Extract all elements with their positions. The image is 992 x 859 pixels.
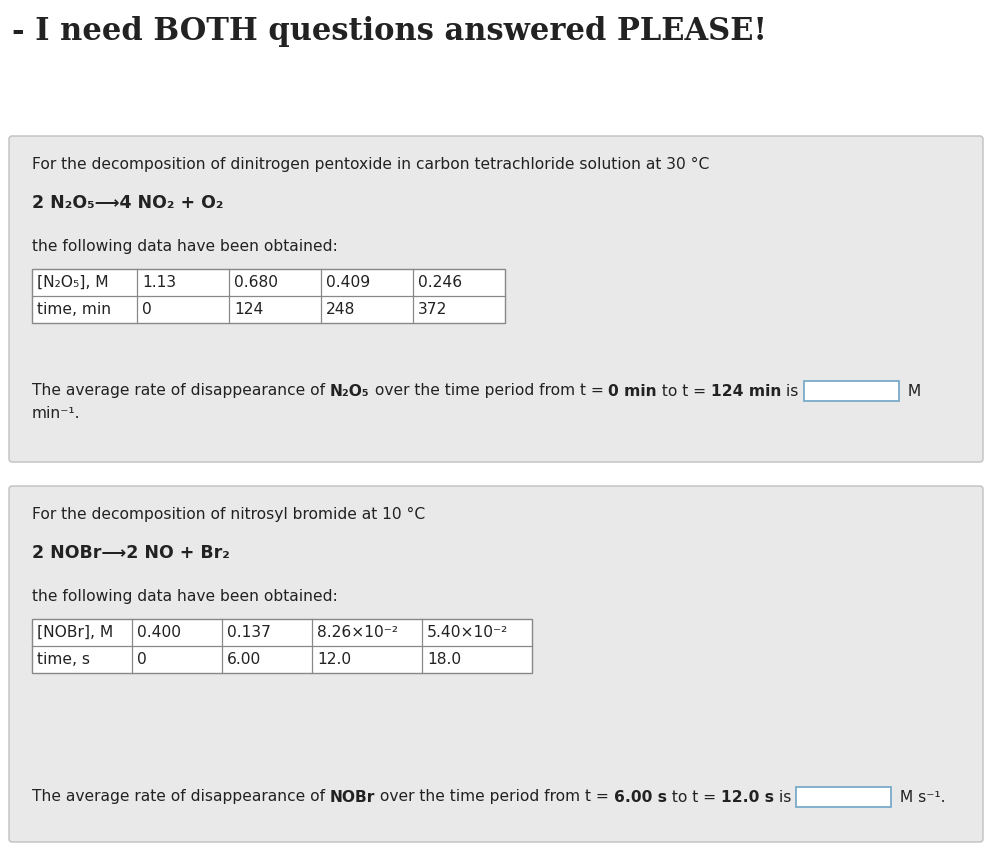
Text: is: is [782,383,804,399]
Text: the following data have been obtained:: the following data have been obtained: [32,589,337,604]
Text: The average rate of disappearance of: The average rate of disappearance of [32,383,330,399]
Text: 18.0: 18.0 [427,652,461,667]
Text: 0.246: 0.246 [418,275,462,290]
Text: 124 min: 124 min [711,383,782,399]
FancyBboxPatch shape [9,486,983,842]
Text: The average rate of disappearance of: The average rate of disappearance of [32,789,330,805]
Text: - I need BOTH questions answered PLEASE!: - I need BOTH questions answered PLEASE! [12,16,767,47]
Text: min⁻¹.: min⁻¹. [32,405,80,421]
Text: [N₂O₅], M: [N₂O₅], M [37,275,109,290]
Text: 5.40×10⁻²: 5.40×10⁻² [427,625,508,640]
Text: For the decomposition of nitrosyl bromide at 10 °C: For the decomposition of nitrosyl bromid… [32,507,426,522]
Text: time, min: time, min [37,302,111,317]
Text: is: is [774,789,797,805]
FancyBboxPatch shape [9,136,983,462]
Text: [NOBr], M: [NOBr], M [37,625,113,640]
Bar [804,381,899,401]
Text: 12.0: 12.0 [317,652,351,667]
Text: 8.26×10⁻²: 8.26×10⁻² [317,625,398,640]
Text: 1.13: 1.13 [142,275,177,290]
Text: 248: 248 [326,302,355,317]
Text: NOBr: NOBr [330,789,375,805]
Text: 2 NOBr⟶2 NO + Br₂: 2 NOBr⟶2 NO + Br₂ [32,544,230,562]
Text: 0.137: 0.137 [227,625,271,640]
Text: M s⁻¹.: M s⁻¹. [896,789,946,805]
Bar [32,269,505,323]
Text: 0: 0 [137,652,147,667]
Text: to t =: to t = [668,789,721,805]
Text: 0.400: 0.400 [137,625,181,640]
Text: 124: 124 [234,302,263,317]
Text: to t =: to t = [657,383,711,399]
Text: over the time period from t =: over the time period from t = [375,789,614,805]
Text: the following data have been obtained:: the following data have been obtained: [32,239,337,254]
Text: 372: 372 [418,302,447,317]
Text: N₂O₅: N₂O₅ [330,383,370,399]
Text: time, s: time, s [37,652,90,667]
Text: 0: 0 [142,302,152,317]
Text: 0.680: 0.680 [234,275,278,290]
Text: 6.00 s: 6.00 s [614,789,668,805]
Bar [797,787,892,807]
Text: 0.409: 0.409 [326,275,370,290]
Text: M: M [903,383,921,399]
Text: For the decomposition of dinitrogen pentoxide in carbon tetrachloride solution a: For the decomposition of dinitrogen pent… [32,157,709,172]
Bar [32,619,532,673]
Text: 2 N₂O₅⟶4 NO₂ + O₂: 2 N₂O₅⟶4 NO₂ + O₂ [32,194,223,212]
Text: 0 min: 0 min [608,383,657,399]
Text: 6.00: 6.00 [227,652,261,667]
Text: over the time period from t =: over the time period from t = [370,383,608,399]
Text: 12.0 s: 12.0 s [721,789,774,805]
